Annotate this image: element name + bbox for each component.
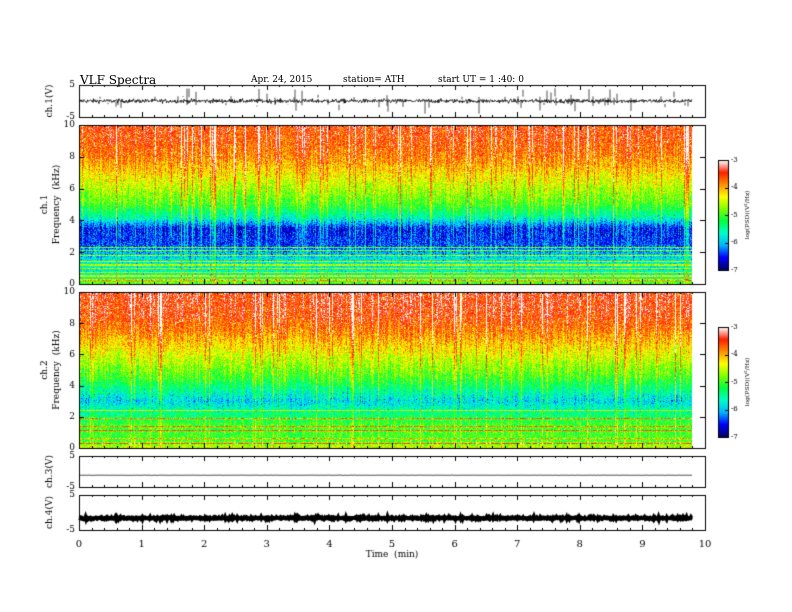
date-label: Apr. 24, 2015 <box>251 75 313 85</box>
station-label: station= ATH <box>343 75 405 85</box>
chart-title: VLF Spectra <box>80 73 157 87</box>
start-time-label: start UT = 1 :40: 0 <box>438 75 524 85</box>
